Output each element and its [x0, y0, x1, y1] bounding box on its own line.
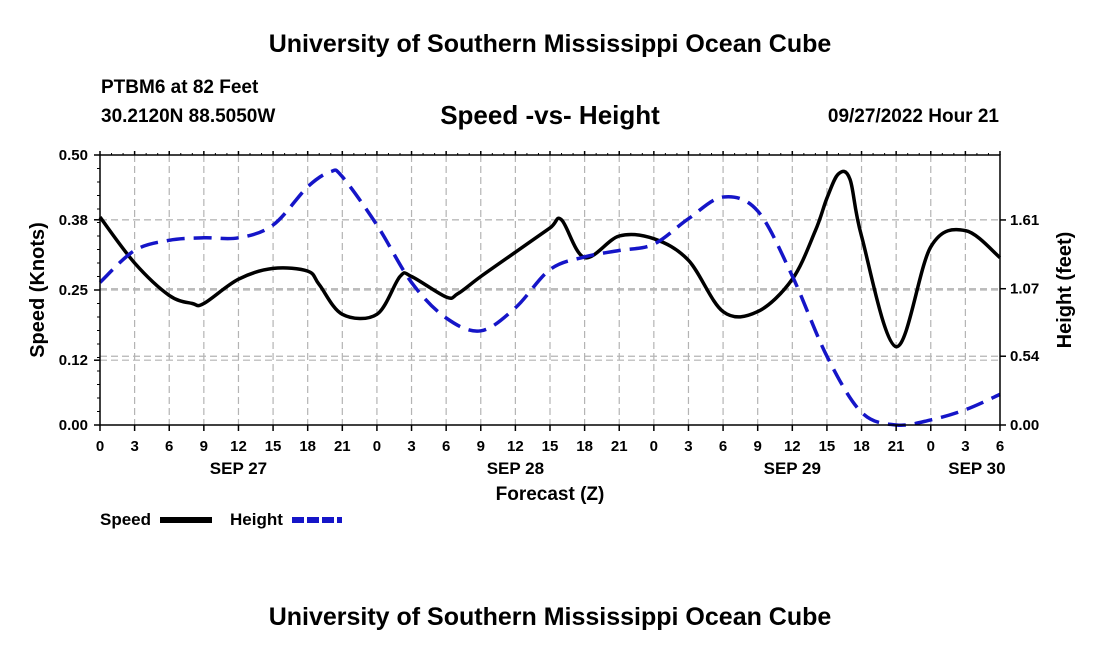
- y2-axis-label: Height (feet): [1054, 232, 1076, 349]
- x-tick-label: 12: [507, 438, 524, 455]
- grid-lines: [100, 155, 1000, 425]
- y2-tick-label: 1.07: [1010, 281, 1039, 298]
- y2-tick-label: 1.61: [1010, 212, 1039, 229]
- date-label: SEP 29: [764, 459, 821, 478]
- x-tick-label: 0: [927, 438, 935, 455]
- x-tick-label: 9: [477, 438, 485, 455]
- x-tick-label: 21: [611, 438, 628, 455]
- x-tick-label: 21: [888, 438, 905, 455]
- axes: 0 3 6 9 12 15 18 21 0 3 6 9 12 15 18 21 0 3 6 9 12 15 18 21 0 3 60…: [59, 147, 1040, 478]
- x-tick-label: 18: [299, 438, 316, 455]
- x-tick-label: 12: [230, 438, 247, 455]
- x-tick-label: 3: [407, 438, 415, 455]
- y2-tick-label: 0.54: [1010, 348, 1040, 365]
- y-tick-label: 0.25: [59, 282, 88, 299]
- x-tick-label: 12: [784, 438, 801, 455]
- chart-title: University of Southern Mississippi Ocean…: [268, 30, 832, 58]
- x-axis-label: Forecast (Z): [496, 484, 605, 505]
- legend-speed-label: Speed: [100, 510, 151, 529]
- x-tick-label: 9: [754, 438, 762, 455]
- x-tick-label: 0: [650, 438, 658, 455]
- series-line-speed: [98, 169, 1002, 349]
- y-tick-label: 0.38: [59, 212, 88, 229]
- chart-subtitle: Speed -vs- Height: [440, 100, 660, 130]
- date-label: SEP 28: [487, 459, 544, 478]
- x-tick-label: 3: [684, 438, 692, 455]
- x-tick-label: 6: [719, 438, 727, 455]
- footer-title: University of Southern Mississippi Ocean…: [269, 603, 832, 631]
- x-tick-label: 18: [576, 438, 593, 455]
- station-label: PTBM6 at 82 Feet: [101, 77, 259, 98]
- series-lines: [98, 168, 1002, 428]
- y-axis-label: Speed (Knots): [27, 222, 49, 358]
- date-label: SEP 27: [210, 459, 267, 478]
- x-tick-label: 3: [130, 438, 138, 455]
- station-coordinates: 30.2120N 88.5050W: [101, 106, 276, 127]
- forecast-datetime: 09/27/2022 Hour 21: [827, 106, 999, 127]
- y-tick-label: 0.50: [59, 147, 88, 164]
- legend-height-label: Height: [230, 510, 283, 529]
- x-tick-label: 21: [334, 438, 351, 455]
- x-tick-label: 6: [442, 438, 450, 455]
- y2-tick-label: 0.00: [1010, 417, 1039, 434]
- x-tick-label: 6: [165, 438, 173, 455]
- x-tick-label: 6: [996, 438, 1004, 455]
- x-tick-label: 15: [819, 438, 836, 455]
- x-tick-label: 3: [961, 438, 969, 455]
- y-tick-label: 0.12: [59, 352, 88, 369]
- x-tick-label: 15: [265, 438, 282, 455]
- x-tick-label: 15: [542, 438, 559, 455]
- y-tick-label: 0.00: [59, 417, 88, 434]
- x-tick-label: 18: [853, 438, 870, 455]
- x-tick-label: 0: [373, 438, 381, 455]
- x-tick-label: 9: [200, 438, 208, 455]
- date-label: SEP 30: [948, 459, 1005, 478]
- series-line-height: [98, 168, 1001, 428]
- legend: Speed Height: [100, 510, 342, 529]
- x-tick-label: 0: [96, 438, 104, 455]
